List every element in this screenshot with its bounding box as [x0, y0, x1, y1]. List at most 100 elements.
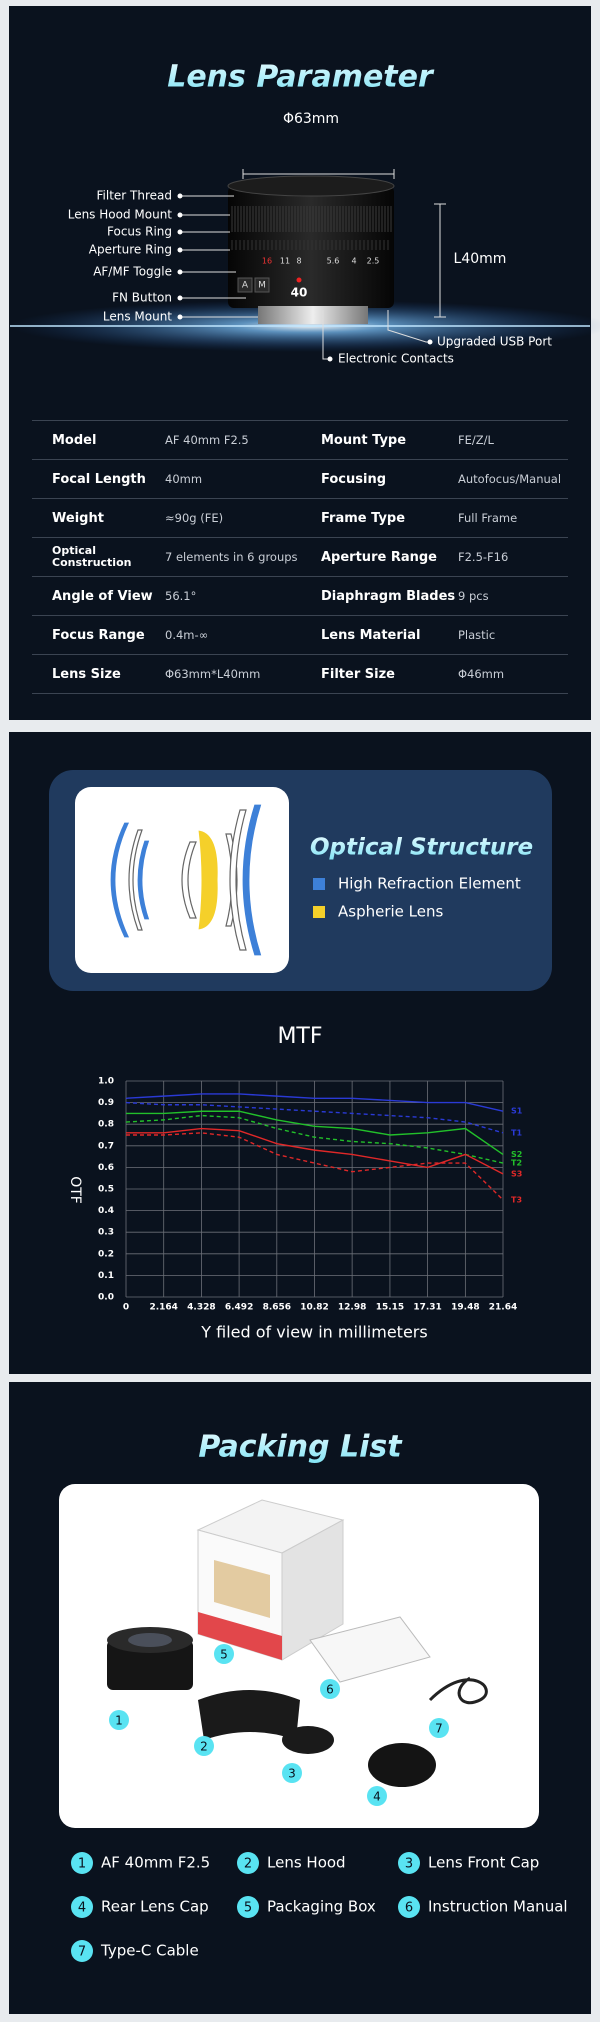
- number-marker: [109, 1710, 129, 1730]
- number-marker: [194, 1736, 214, 1756]
- lens-mount: [258, 306, 368, 324]
- spec-label: Frame Type: [321, 510, 406, 526]
- spec-table: Model AF 40mm F2.5 Mount Type FE/Z/L Focal L…: [32, 420, 568, 694]
- spec-row: Optical Construction 7 elements in 6 grou…: [32, 538, 568, 577]
- legend-label: Aspherie Lens: [338, 903, 443, 921]
- x-tick-label: 8.656: [263, 1303, 291, 1313]
- aperture-mark: 4: [351, 257, 356, 266]
- number-marker: [429, 1718, 449, 1738]
- list-number: 2: [244, 1857, 252, 1872]
- list-label: Type-C Cable: [100, 1942, 199, 1960]
- series-label: S3: [511, 1169, 522, 1178]
- callout-label: Aperture Ring: [89, 243, 172, 257]
- lens-element: [197, 829, 219, 931]
- list-marker: [71, 1940, 93, 1962]
- list-marker: [398, 1896, 420, 1918]
- marker-number: 6: [326, 1683, 334, 1697]
- list-label: Lens Front Cap: [428, 1854, 539, 1872]
- callout-dot: [177, 314, 183, 320]
- callout-dot: [177, 212, 183, 218]
- x-tick-label: 0: [123, 1303, 129, 1313]
- spec-row: Model AF 40mm F2.5 Mount Type FE/Z/L: [32, 420, 568, 460]
- marker-number: 5: [220, 1648, 228, 1662]
- spec-label: Angle of View: [52, 588, 153, 604]
- callout-dot: [177, 247, 183, 253]
- spec-row: Focus Range 0.4m-∞ Lens Material Plastic: [32, 616, 568, 655]
- callout-dot: [327, 356, 333, 362]
- series-label: T3: [511, 1195, 522, 1204]
- product-lens: [107, 1640, 193, 1690]
- number-marker: [282, 1763, 302, 1783]
- list-marker: [71, 1852, 93, 1874]
- y-tick-label: 0.1: [98, 1271, 114, 1281]
- list-number: 5: [244, 1901, 252, 1916]
- product-box-right: [281, 1519, 344, 1661]
- spec-value: Plastic: [458, 628, 496, 642]
- product-cable: [428, 1676, 488, 1705]
- mtf-line: [126, 1110, 504, 1156]
- spec-label: Filter Size: [321, 666, 395, 682]
- spec-value: Full Frame: [458, 511, 518, 525]
- spec-label: Focus Range: [52, 627, 145, 643]
- spec-label: Focusing: [321, 471, 386, 487]
- aperture-mark: 8: [296, 257, 301, 266]
- series-label: S1: [511, 1107, 523, 1116]
- product-box-stripe: [198, 1612, 282, 1660]
- spec-value: 9 pcs: [458, 589, 489, 603]
- spec-row: Focal Length 40mm Focusing Autofocus/Manual: [32, 460, 568, 499]
- optical-title: Optical Structure: [310, 835, 533, 861]
- callout-label: Electronic Contacts: [338, 352, 454, 366]
- x-tick-label: 10.82: [300, 1303, 328, 1313]
- spec-label: Diaphragm Blades: [321, 588, 456, 604]
- series-label: S2: [511, 1150, 522, 1159]
- marker-number: 2: [200, 1740, 208, 1754]
- y-tick-label: 0.7: [98, 1141, 114, 1151]
- spec-value: 0.4m-∞: [165, 628, 209, 642]
- legend-swatch: [313, 878, 325, 890]
- series-label: T2: [511, 1159, 522, 1168]
- mode-button: [237, 277, 253, 293]
- callout-label: AF/MF Toggle: [93, 265, 172, 279]
- spec-label: Aperture Range: [321, 549, 437, 565]
- mode-mark: M: [258, 281, 266, 291]
- spec-value: 7 elements in 6 groups: [165, 550, 298, 564]
- marker-number: 7: [435, 1722, 443, 1736]
- lens-element: [136, 839, 151, 921]
- photo-box: [59, 1484, 539, 1828]
- x-tick-label: 12.98: [338, 1303, 366, 1313]
- spec-value: AF 40mm F2.5: [165, 433, 249, 447]
- product-manual: [309, 1616, 431, 1683]
- product-front-cap: [282, 1726, 334, 1754]
- x-tick-label: 6.492: [225, 1303, 253, 1313]
- list-label: Instruction Manual: [428, 1898, 568, 1916]
- number-marker: [320, 1679, 340, 1699]
- spec-value: 40mm: [165, 472, 203, 486]
- y-tick-label: 1.0: [98, 1077, 114, 1087]
- spec-label: Weight: [52, 510, 104, 526]
- spec-label: Model: [52, 432, 97, 448]
- x-tick-label: 21.64: [489, 1303, 517, 1313]
- mode-mark: A: [242, 281, 249, 291]
- x-tick-label: 15.15: [376, 1303, 404, 1313]
- y-tick-label: 0.9: [98, 1098, 114, 1108]
- spec-label: Focal Length: [52, 471, 146, 487]
- y-tick-label: 0.0: [98, 1293, 114, 1303]
- list-number: 4: [78, 1901, 86, 1916]
- callout-dot: [177, 269, 183, 275]
- callout-dot: [177, 295, 183, 301]
- spec-value: Φ46mm: [458, 667, 505, 681]
- number-marker: [367, 1786, 387, 1806]
- callout-label: Lens Mount: [103, 310, 172, 324]
- spec-value: Φ63mm*L40mm: [165, 667, 261, 681]
- list-label: Lens Hood: [267, 1854, 346, 1872]
- product-box-print: [214, 1560, 270, 1618]
- list-number: 6: [405, 1901, 413, 1916]
- aperture-mark: 16: [262, 257, 272, 266]
- spec-row: Weight ≈90g (FE) Frame Type Full Frame: [32, 499, 568, 538]
- section-background: [9, 6, 591, 720]
- index-dot: [296, 277, 302, 283]
- list-marker: [237, 1852, 259, 1874]
- series-label: T1: [511, 1128, 522, 1137]
- lens-element: [181, 841, 197, 919]
